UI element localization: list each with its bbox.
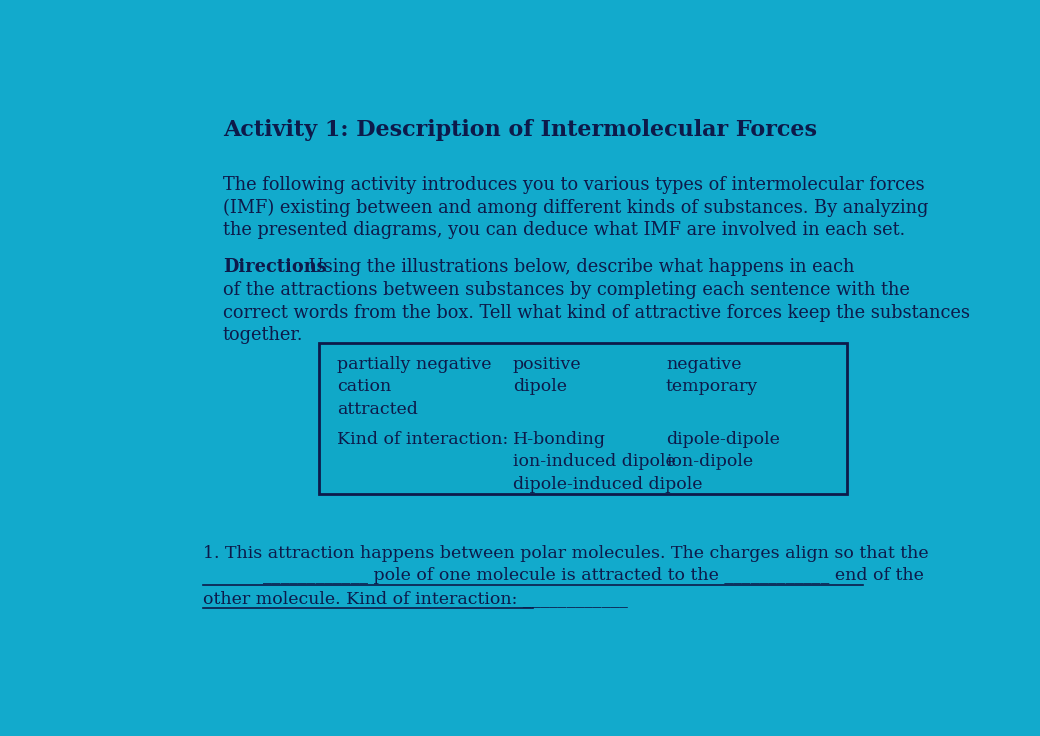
Text: : Using the illustrations below, describe what happens in each: : Using the illustrations below, describ… [296,258,854,276]
Text: Activity 1: Description of Intermolecular Forces: Activity 1: Description of Intermolecula… [223,119,816,141]
Text: ____________ pole of one molecule is attracted to the ____________ end of the: ____________ pole of one molecule is att… [263,567,924,584]
Text: dipole-dipole: dipole-dipole [666,431,780,447]
Text: correct words from the box. Tell what kind of attractive forces keep the substan: correct words from the box. Tell what ki… [223,304,969,322]
Text: other molecule. Kind of interaction: ____________: other molecule. Kind of interaction: ___… [203,590,627,607]
Text: (IMF) existing between and among different kinds of substances. By analyzing: (IMF) existing between and among differe… [223,199,928,217]
Text: of the attractions between substances by completing each sentence with the: of the attractions between substances by… [223,281,910,299]
Text: Kind of interaction:: Kind of interaction: [337,431,509,447]
Text: 1. This attraction happens between polar molecules. The charges align so that th: 1. This attraction happens between polar… [203,545,928,562]
FancyBboxPatch shape [319,344,848,494]
Text: positive: positive [513,355,581,373]
Text: Directions: Directions [223,258,327,276]
Text: cation: cation [337,378,391,395]
Text: attracted: attracted [337,401,418,418]
Text: together.: together. [223,326,303,344]
Text: H-bonding: H-bonding [513,431,606,447]
Text: ion-dipole: ion-dipole [666,453,753,470]
Text: the presented diagrams, you can deduce what IMF are involved in each set.: the presented diagrams, you can deduce w… [223,222,905,239]
Text: ion-induced dipole: ion-induced dipole [513,453,676,470]
Text: negative: negative [666,355,742,373]
Text: dipole: dipole [513,378,567,395]
Text: partially negative: partially negative [337,355,492,373]
Text: temporary: temporary [666,378,758,395]
Text: dipole-induced dipole: dipole-induced dipole [513,476,702,493]
Text: The following activity introduces you to various types of intermolecular forces: The following activity introduces you to… [223,176,925,194]
